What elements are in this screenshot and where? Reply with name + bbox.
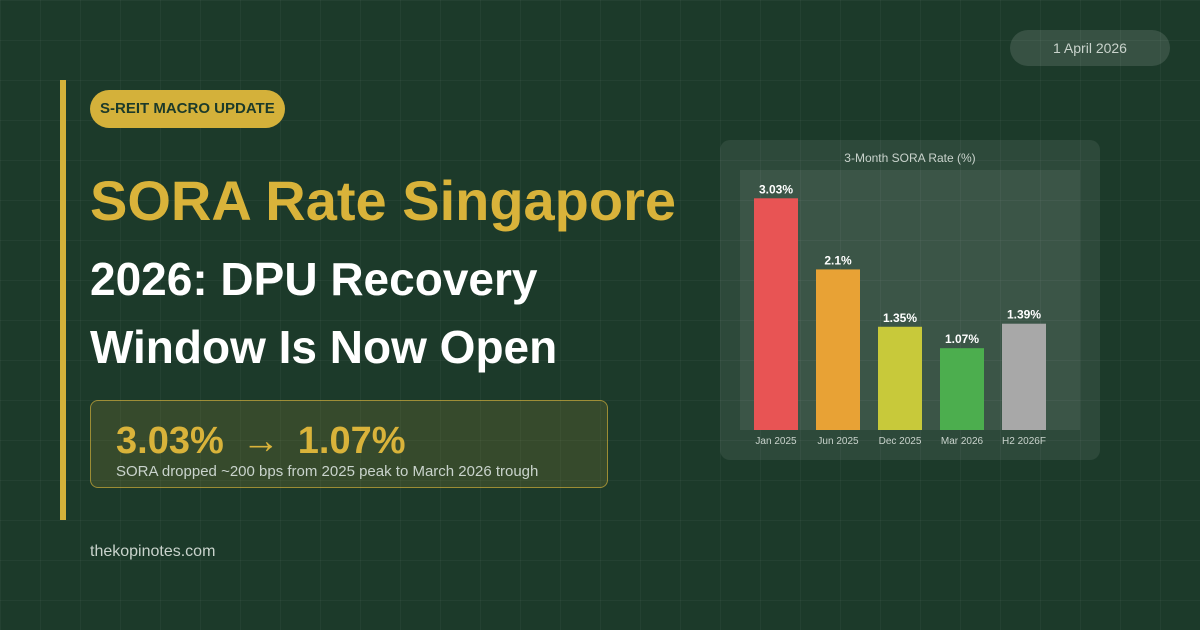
data-label-1: 2.1% [824,253,852,267]
stat-callout: 3.03% → 1.07% SORA dropped ~200 bps from 2… [90,400,608,488]
bar-2 [878,326,922,430]
stat-from-value: 3.03% [116,420,224,462]
right-arrow-icon: → [241,420,280,462]
x-tick-label-4: H2 2026F [1002,436,1046,447]
data-label-4: 1.39% [1007,308,1041,322]
bar-3 [940,348,984,430]
sora-bar-chart: 3-Month SORA Rate (%) 3.03% Jan 2025 2.1% Ju… [740,151,1080,447]
data-label-3: 1.07% [945,332,979,346]
stat-values: 3.03% → 1.07% [116,419,406,463]
date-badge: 1 April 2026 [1010,30,1170,66]
data-label-0: 3.03% [759,182,793,196]
bar-1 [816,269,860,430]
x-tick-label-2: Dec 2025 [879,436,922,447]
data-label-2: 1.35% [883,311,917,325]
sora-chart-card: 3-Month SORA Rate (%) 3.03% Jan 2025 2.1% Ju… [720,140,1100,460]
bar-4 [1002,323,1046,430]
x-tick-label-3: Mar 2026 [941,436,984,447]
headline-secondary-line2: Window Is Now Open [90,321,558,373]
x-tick-label-1: Jun 2025 [817,436,859,447]
bar-0 [754,198,798,430]
stat-to-value: 1.07% [297,420,406,462]
x-tick-label-0: Jan 2025 [755,436,797,447]
headline-primary: SORA Rate Singapore [90,169,677,232]
accent-bar [60,80,66,520]
chart-title: 3-Month SORA Rate (%) [844,151,975,165]
category-badge: S-REIT MACRO UPDATE [90,90,285,128]
site-footer-link[interactable]: thekopinotes.com [90,543,216,560]
stat-caption: SORA dropped ~200 bps from 2025 peak to … [116,463,539,480]
headline-secondary-line1: 2026: DPU Recovery [90,253,538,305]
